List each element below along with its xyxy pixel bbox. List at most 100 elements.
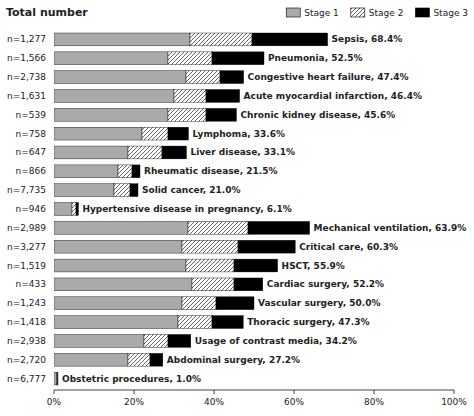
annotation: n=2,720 (7, 355, 46, 365)
bar-segment (144, 334, 168, 347)
bar-segment (132, 165, 140, 178)
bar-segment (54, 278, 192, 291)
category-label: HSCT, 55.9% (282, 261, 345, 271)
bar-segment (174, 90, 206, 103)
category-label: Chronic kidney disease, 45.6% (240, 110, 395, 120)
bar-segment (206, 108, 236, 121)
annotation: n=2,989 (7, 223, 46, 233)
title: Total number (6, 6, 88, 19)
bar-segment (54, 33, 190, 46)
annotation: n=1,418 (7, 317, 46, 327)
bar-segment (54, 372, 57, 385)
category-label: Mechanical ventilation, 63.9% (314, 223, 467, 233)
bar-segment (54, 108, 168, 121)
bar-segment (54, 90, 174, 103)
category-label: Solid cancer, 21.0% (142, 185, 241, 195)
annotation: n=6,777 (7, 374, 46, 384)
category-label: Usage of contrast media, 34.2% (195, 336, 357, 346)
category-label: Critical care, 60.3% (299, 242, 398, 252)
bar-segment (118, 165, 132, 178)
bar-segment (186, 71, 220, 84)
annotation: n=2,938 (7, 336, 46, 346)
bar-segment (76, 203, 78, 216)
legend-label: Stage 1 (304, 8, 339, 18)
annotation: n=1,519 (7, 261, 46, 271)
annotation: n=758 (16, 129, 47, 139)
legend: Stage 3 Stage 2 Stage 1 (286, 8, 468, 18)
bar-segment (252, 33, 328, 46)
bar-segment (168, 52, 212, 65)
tick-label: 40% (204, 397, 224, 407)
bar-segment (54, 334, 144, 347)
category-label: Cardiac surgery, 52.2% (267, 279, 384, 289)
bar-segment (220, 71, 244, 84)
bar-segment (114, 184, 130, 197)
bar-segment (182, 297, 216, 310)
bar-segment (57, 372, 58, 385)
axis-line (54, 390, 454, 391)
category-label: Hypertensive disease in pregnancy, 6.1% (82, 204, 291, 214)
bar-segment (54, 221, 188, 234)
category-label: Congestive heart failure, 47.4% (248, 72, 409, 82)
category-label: Thoracic surgery, 47.3% (247, 317, 369, 327)
legend-label: Stage 2 (369, 8, 404, 18)
legend-label: Stage 3 (433, 8, 468, 18)
annotation: n=7,735 (7, 185, 46, 195)
bar-segment (72, 203, 76, 216)
annotation: n=539 (16, 110, 47, 120)
bar-segment (192, 278, 234, 291)
tick (454, 390, 455, 394)
category-label: Rheumatic disease, 21.5% (144, 166, 277, 176)
bar-segment (54, 297, 182, 310)
bar-segment (186, 259, 234, 272)
tick (214, 390, 215, 394)
bar-segment (54, 184, 114, 197)
bar-segment (178, 316, 212, 329)
legend-swatch (415, 8, 429, 17)
legend-swatch (286, 8, 300, 17)
category-label: Abdominal surgery, 27.2% (167, 355, 300, 365)
bar-segment (212, 316, 243, 329)
bar-segment (168, 127, 188, 140)
category-label: Pneumonia, 52.5% (268, 53, 362, 63)
annotation: n=866 (16, 166, 47, 176)
bar-segment (190, 33, 252, 46)
bar-segment (206, 90, 240, 103)
bar-segment (54, 146, 128, 159)
tick-label: 20% (124, 397, 144, 407)
tick (374, 390, 375, 394)
bar-segment (54, 127, 142, 140)
bar-segment (128, 353, 150, 366)
legend-swatch (351, 8, 365, 17)
bar-segment (54, 316, 178, 329)
bar-segment (54, 71, 186, 84)
bar-segment (142, 127, 168, 140)
category-label: Sepsis, 68.4% (332, 34, 403, 44)
category-label: Obstetric procedures, 1.0% (62, 374, 201, 384)
annotation: n=1,631 (7, 91, 46, 101)
tick (294, 390, 295, 394)
bar-segment (54, 353, 128, 366)
chart: Total number Stage 3 Stage 2 Stage 1 n=1,277… (0, 0, 474, 416)
bar-segment (130, 184, 138, 197)
bar-segment (54, 165, 118, 178)
bar-segment (234, 278, 263, 291)
bar-segment (234, 259, 278, 272)
bar-segment (212, 52, 264, 65)
category-label: Acute myocardial infarction, 46.4% (244, 91, 422, 101)
bar-segment (128, 146, 162, 159)
annotation: n=1,566 (7, 53, 46, 63)
annotation: n=3,277 (7, 242, 46, 252)
annotation: n=433 (16, 279, 46, 289)
bar-segment (248, 221, 310, 234)
tick (54, 390, 55, 394)
annotation: n=946 (16, 204, 47, 214)
bar-segment (168, 108, 206, 121)
annotation: n=1,277 (7, 34, 46, 44)
tick-label: 80% (364, 397, 384, 407)
bar-segment (56, 372, 58, 385)
bar-segment (162, 146, 186, 159)
bar-segment (168, 334, 191, 347)
category-label: Lymphoma, 33.6% (192, 129, 285, 139)
annotation: n=2,738 (7, 72, 46, 82)
